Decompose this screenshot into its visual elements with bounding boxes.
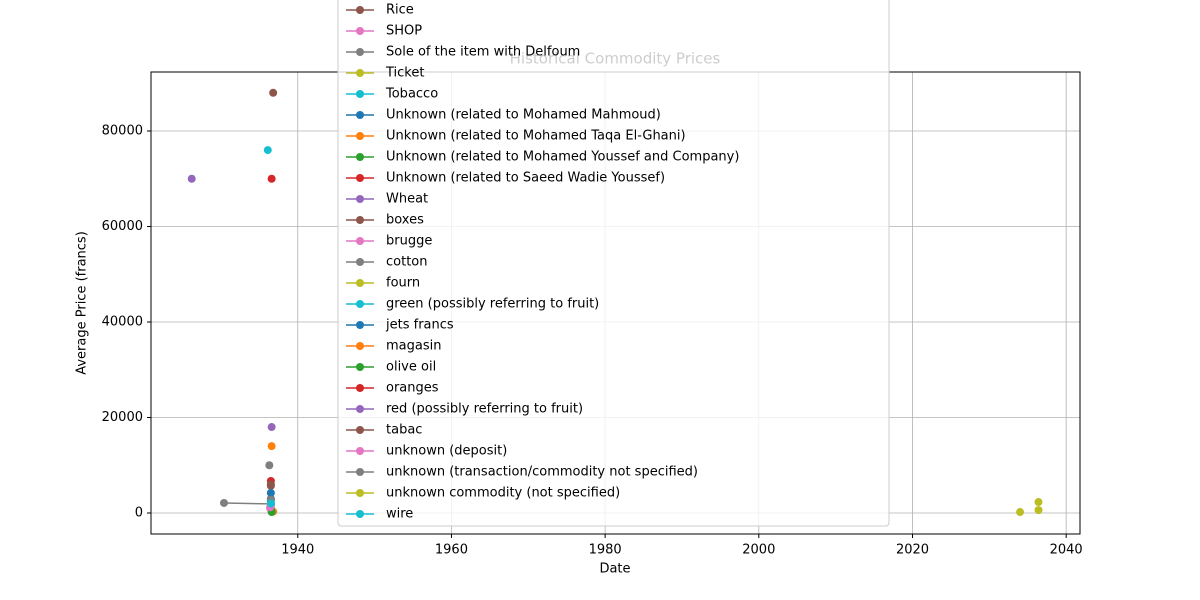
- legend-marker: [356, 384, 364, 392]
- legend-marker: [356, 237, 364, 245]
- data-point: [1016, 508, 1025, 517]
- legend-marker: [356, 279, 364, 287]
- legend-label: brugge: [386, 234, 432, 249]
- legend-label: unknown commodity (not specified): [386, 486, 620, 501]
- legend-marker: [356, 300, 364, 308]
- data-point: [219, 498, 228, 507]
- legend-marker: [356, 342, 364, 350]
- legend-marker: [356, 405, 364, 413]
- legend-marker: [356, 132, 364, 140]
- legend-label: Ticket: [385, 66, 424, 81]
- legend-label: tabac: [386, 423, 422, 438]
- legend-label: oranges: [386, 381, 439, 396]
- data-point: [267, 442, 276, 451]
- legend-label: Unknown (related to Mohamed Taqa El-Ghan…: [386, 129, 686, 144]
- legend-marker: [356, 363, 364, 371]
- legend-label: cotton: [386, 255, 428, 270]
- legend-marker: [356, 216, 364, 224]
- legend-marker: [356, 447, 364, 455]
- legend-label: unknown (deposit): [386, 444, 507, 459]
- data-point: [267, 174, 276, 183]
- legend-marker: [356, 510, 364, 518]
- legend-marker: [356, 90, 364, 98]
- legend-label: Sole of the item with Delfoum: [386, 45, 580, 60]
- x-axis-label: Date: [599, 562, 630, 577]
- legend-label: green (possibly referring to fruit): [386, 297, 599, 312]
- data-point: [266, 480, 275, 489]
- legend-label: magasin: [386, 339, 441, 354]
- y-tick-label: 80000: [102, 123, 143, 138]
- series-line: [223, 502, 271, 505]
- legend-frame: [337, 0, 890, 527]
- legend-marker: [356, 258, 364, 266]
- legend-marker: [356, 195, 364, 203]
- legend-marker: [356, 174, 364, 182]
- legend-marker: [356, 153, 364, 161]
- legend-label: Rice: [386, 3, 414, 18]
- legend-marker: [356, 426, 364, 434]
- legend-marker: [356, 69, 364, 77]
- legend-label: olive oil: [386, 360, 436, 375]
- legend-marker: [356, 111, 364, 119]
- data-point: [187, 174, 196, 183]
- data-point: [266, 499, 275, 508]
- legend-label: red (possibly referring to fruit): [386, 402, 583, 417]
- y-tick-label: 60000: [102, 219, 143, 234]
- data-point: [263, 146, 272, 155]
- x-tick-label: 2040: [1050, 543, 1083, 558]
- legend-label: Unknown (related to Mohamed Youssef and …: [386, 150, 739, 165]
- data-point: [265, 461, 274, 470]
- x-tick-label: 1980: [589, 543, 622, 558]
- y-tick-label: 40000: [102, 314, 143, 329]
- legend-marker: [356, 6, 364, 14]
- legend-marker: [356, 468, 364, 476]
- x-tick-label: 1940: [281, 543, 314, 558]
- x-tick-label: 2020: [896, 543, 929, 558]
- data-point: [1034, 506, 1043, 515]
- data-point: [1034, 498, 1043, 507]
- legend-marker: [356, 321, 364, 329]
- legend-label: Unknown (related to Saeed Wadie Youssef): [386, 171, 665, 186]
- legend-label: SHOP: [386, 24, 422, 39]
- y-tick-label: 0: [135, 505, 143, 520]
- legend-label: jets francs: [385, 318, 454, 333]
- legend-marker: [356, 489, 364, 497]
- legend-label: unknown (transaction/commodity not speci…: [386, 465, 698, 480]
- data-point: [269, 88, 278, 97]
- data-point: [267, 423, 276, 432]
- legend-marker: [356, 48, 364, 56]
- legend-label: Wheat: [386, 192, 428, 207]
- x-tick-label: 2000: [742, 543, 775, 558]
- y-axis-label: Average Price (francs): [75, 231, 90, 375]
- data-point: [266, 488, 275, 497]
- legend-marker: [356, 27, 364, 35]
- legend-label: Tobacco: [385, 87, 438, 102]
- legend-label: boxes: [386, 213, 424, 228]
- legend-label: fourn: [386, 276, 420, 291]
- legend-label: Unknown (related to Mohamed Mahmoud): [386, 108, 661, 123]
- x-tick-label: 1960: [435, 543, 468, 558]
- y-tick-label: 20000: [102, 410, 143, 425]
- legend-label: wire: [386, 507, 413, 522]
